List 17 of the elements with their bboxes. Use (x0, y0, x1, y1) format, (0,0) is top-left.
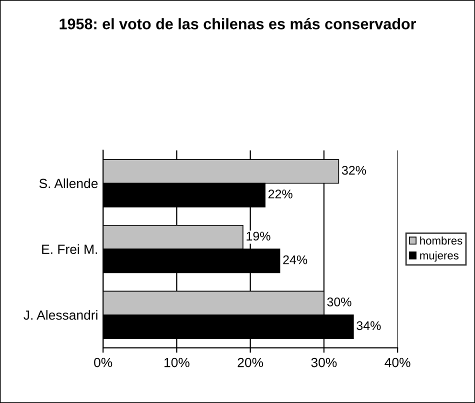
chart-title: 1958: el voto de las chilenas es más conservador (60, 18, 416, 30)
data-label: 30% (327, 298, 352, 306)
data-label: 32% (342, 166, 366, 175)
x-tick-label: 30% (311, 358, 337, 368)
x-tick-label: 0% (94, 358, 112, 368)
x-tick-label: 10% (164, 358, 190, 368)
legend-label: hombres (420, 236, 462, 245)
x-tick-label: 20% (238, 358, 264, 368)
data-label: 34% (356, 321, 381, 330)
data-label: 22% (268, 190, 292, 198)
x-tick-label: 40% (384, 358, 410, 368)
y-tick-label: E. Frei M. (42, 244, 98, 254)
y-tick-label: J. Alessandri (24, 310, 98, 320)
y-tick-label: S. Allende (39, 178, 98, 188)
data-label: 19% (246, 232, 270, 241)
legend-label: mujeres (420, 251, 459, 262)
data-label: 24% (283, 255, 308, 264)
